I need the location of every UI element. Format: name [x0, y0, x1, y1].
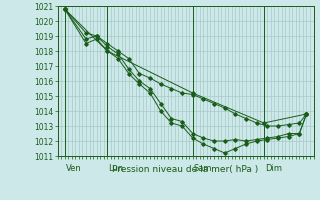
X-axis label: Pression niveau de la mer( hPa ): Pression niveau de la mer( hPa ) [112, 165, 259, 174]
Text: Lun: Lun [108, 164, 124, 173]
Text: Sam: Sam [194, 164, 212, 173]
Text: Ven: Ven [66, 164, 82, 173]
Text: Dim: Dim [265, 164, 282, 173]
